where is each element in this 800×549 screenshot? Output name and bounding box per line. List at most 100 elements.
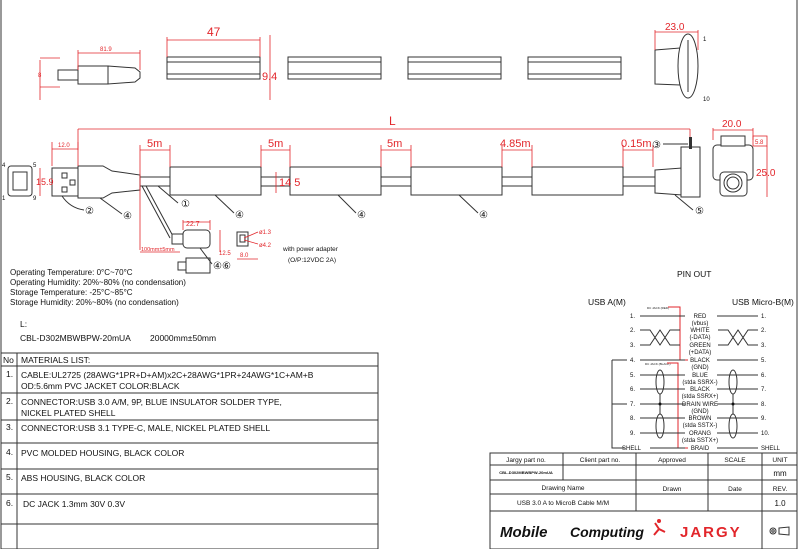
- material-row: CABLE:UL2725 (28AWG*1PR+D+AM)x2C+28AWG*1…: [21, 370, 314, 380]
- svg-text:Storage Humidity: 20%~80% (no: Storage Humidity: 20%~80% (no condensati…: [10, 298, 179, 307]
- dim-front-h: 25.0: [756, 168, 776, 179]
- pin-left-number: 4.: [630, 358, 635, 364]
- dc-jack-front: [236, 231, 249, 247]
- dim-front-w: 20.0: [722, 119, 742, 130]
- materials-table: No MATERIALS LIST: 1. CABLE:UL2725 (28AW…: [0, 352, 379, 549]
- pin-wire-color: BLUE: [692, 373, 708, 379]
- pin-first-label: 1: [703, 37, 707, 43]
- material-row: PVC MOLDED HOUSING, BLACK COLOR: [21, 448, 184, 458]
- svg-text:MATERIALS LIST:: MATERIALS LIST:: [21, 355, 90, 365]
- pin-signal: (GND): [691, 365, 708, 371]
- pin-left-number: 9.: [630, 431, 635, 437]
- dim-front-tab: 5.8: [755, 140, 764, 146]
- environment-specs: Operating Temperature: 0°C~70°C Operatin…: [10, 268, 186, 307]
- dim-jack-w: 8.0: [240, 253, 249, 259]
- svg-text:Computing: Computing: [570, 524, 644, 540]
- svg-text:Jargy part no.: Jargy part no.: [506, 457, 546, 464]
- pin-left-number: SHELL: [622, 446, 642, 452]
- dim-seg3: 5m: [387, 138, 402, 150]
- dim-mold-len: 47: [207, 25, 221, 39]
- svg-text:Date: Date: [728, 486, 742, 493]
- pin-signal: (stda SSRX-): [682, 380, 717, 386]
- svg-text:Drawn: Drawn: [663, 486, 682, 493]
- svg-text:1: 1: [2, 196, 6, 202]
- pin-right-number: 3.: [761, 343, 766, 349]
- pin-right-number: 5.: [761, 358, 766, 364]
- top-view: 81.9 8 47 9.4 23.0 1 10: [38, 22, 710, 103]
- callout-4: ④: [123, 211, 132, 222]
- pinout-title: PIN OUT: [677, 269, 711, 279]
- svg-text:SCALE: SCALE: [724, 457, 746, 464]
- svg-text:Storage Temperature: -25°C~85°: Storage Temperature: -25°C~85°C: [10, 288, 133, 297]
- svg-text:Operating Humidity: 20%~80% (n: Operating Humidity: 20%~80% (no condensa…: [10, 278, 186, 287]
- svg-text:JARGY: JARGY: [680, 524, 742, 541]
- pin-signal: (GND): [691, 409, 708, 415]
- pin-left-number: 3.: [630, 343, 635, 349]
- pin-wire-color: BLACK: [690, 387, 710, 393]
- pin-right-number: 1.: [761, 314, 766, 320]
- material-row: CONNECTOR:USB 3.1 TYPE-C, MALE, NICKEL P…: [21, 423, 270, 433]
- pin-signal: (-DATA): [689, 335, 710, 341]
- pin-wire-color: WHITE: [690, 328, 709, 334]
- svg-text:Client part no.: Client part no.: [580, 457, 621, 464]
- callout-4-6: ④⑥: [213, 261, 231, 272]
- dim-seg1: 5m: [147, 138, 162, 150]
- pin-left-number: 7.: [630, 402, 635, 408]
- dc-adapter-plug: [185, 257, 211, 274]
- pin-signal: (+DATA): [689, 350, 712, 356]
- dim-mold-h: 9.4: [262, 71, 277, 83]
- dim-plug-h: 15.9: [36, 177, 54, 187]
- svg-text:OD:5.6mm PVC JACKET COLOR:BLA: OD:5.6mm PVC JACKET COLOR:BLACK: [21, 381, 180, 391]
- pin-right-number: SHELL: [761, 446, 781, 452]
- svg-text:REV.: REV.: [773, 486, 788, 493]
- pin-left-number: 2.: [630, 328, 635, 334]
- length-label: L:: [20, 319, 27, 329]
- callout-4: ④: [235, 210, 244, 221]
- main-assembly: L 4 5 1 9 12.0 15.9 5m: [2, 114, 776, 274]
- callout-4: ④: [357, 210, 366, 221]
- dim-seg2: 5m: [268, 138, 283, 150]
- pin-wire-color: BROWN: [689, 416, 712, 422]
- svg-text:NICKEL PLATED SHELL: NICKEL PLATED SHELL: [21, 408, 116, 418]
- pin-right-number: 9.: [761, 416, 766, 422]
- pinout-diagram: PIN OUT USB A(M) USB Micro-B(M) DC JACK …: [588, 269, 794, 452]
- pin-left-number: 5.: [630, 373, 635, 379]
- callout-1: ①: [181, 199, 190, 210]
- pin-left-number: 6.: [630, 387, 635, 393]
- usb-a-overmold: [77, 165, 141, 199]
- callout-3: ③: [652, 140, 661, 151]
- svg-text:Drawing Name: Drawing Name: [542, 485, 585, 492]
- pin-wire-color: BLACK: [690, 358, 710, 364]
- pin-signal: (stda SSRX+): [682, 394, 719, 400]
- dim-branch: 100mm±5mm: [141, 247, 175, 253]
- company-logo: Mobile Computing JARGY: [500, 519, 742, 541]
- pin-right-number: 10.: [761, 431, 770, 437]
- svg-text:Approved: Approved: [658, 457, 686, 464]
- svg-text:6.: 6.: [6, 498, 13, 508]
- adapter-output: (O/P:12VDC 2A): [288, 257, 336, 264]
- length-part-number: CBL-D302MBWBPW-20mUA: [20, 333, 131, 343]
- pinout-right-title: USB Micro-B(M): [732, 297, 794, 307]
- adapter-note: with power adapter: [282, 246, 339, 253]
- material-row: CONNECTOR:USB 3.0 A/M, 9P, BLUE INSULATO…: [21, 397, 282, 407]
- jargy-part-number: CBL-D302MBWBPW-20mUA: [499, 470, 553, 475]
- pin-right-number: 7.: [761, 387, 766, 393]
- dim-plug-h: 8: [38, 73, 42, 79]
- svg-text:4.: 4.: [6, 447, 13, 457]
- pin-wire-color: ORANG: [689, 431, 711, 437]
- pin-last-label: 10: [703, 97, 710, 103]
- dim-jack-len: 22.7: [186, 221, 200, 228]
- dim-hole-inner: ø1.3: [259, 230, 272, 236]
- svg-text:No: No: [3, 355, 14, 365]
- dim-jack-h: 12.5: [219, 251, 231, 257]
- dc-jack-plug: [182, 229, 211, 249]
- svg-text:4: 4: [2, 163, 6, 169]
- dim-seg4: 4.85m: [500, 138, 531, 150]
- svg-text:1.: 1.: [6, 369, 13, 379]
- pinout-left-title: USB A(M): [588, 297, 626, 307]
- pin-signal: (vbus): [692, 321, 709, 327]
- dim-hole-outer: ø4.2: [259, 243, 272, 249]
- pin-wire-color: RED: [694, 314, 707, 320]
- pin-signal: (stda SSTX-): [683, 423, 718, 429]
